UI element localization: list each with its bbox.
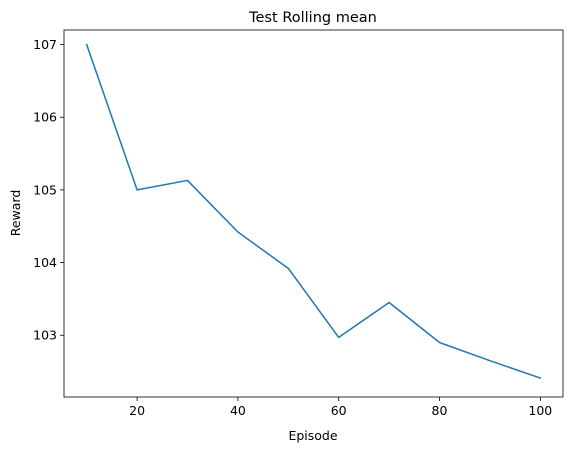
x-tick-label-100: 100 [528,403,552,418]
y-tick-label-105: 105 [33,182,57,197]
x-tick-label-20: 20 [129,403,145,418]
y-tick-label-103: 103 [33,328,57,343]
x-tick-label-40: 40 [230,403,246,418]
y-tick-label-107: 107 [33,37,57,52]
y-tick-label-104: 104 [33,255,57,270]
axes-frame [63,29,564,398]
x-axis-label: Episode [288,428,337,443]
x-tick-label-80: 80 [432,403,448,418]
y-axis-label: Reward [8,190,23,237]
series-line-0 [85,43,542,380]
chart-title: Test Rolling mean [248,10,377,26]
y-tick-label-106: 106 [33,110,57,125]
x-tick-label-60: 60 [331,403,347,418]
plot-area: 20 40 60 80 100 103 104 105 106 107 [33,29,564,418]
